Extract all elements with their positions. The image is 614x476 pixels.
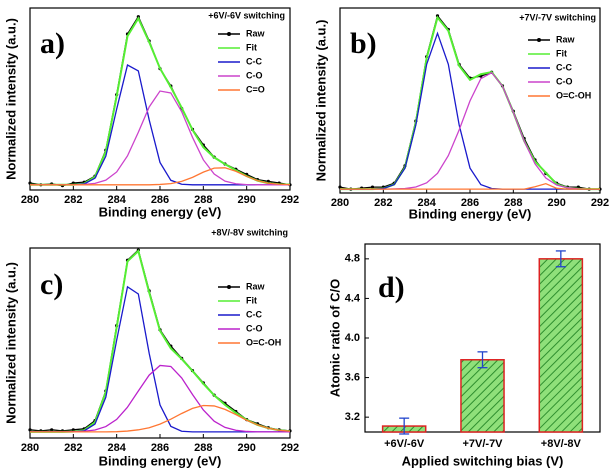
x-tick-label: 286 (151, 442, 169, 454)
y-axis-title: Normalized intensity (a.u.) (313, 20, 328, 182)
bar (460, 359, 505, 433)
y-tick-label: 4.0 (345, 332, 360, 344)
error-bar (399, 417, 410, 435)
x-axis-title: Binding energy (eV) (99, 453, 222, 468)
legend-label: C-C (246, 309, 262, 319)
series-line (30, 64, 290, 186)
legend-marker (227, 285, 231, 289)
legend-label: C-O (246, 70, 263, 80)
series-line (30, 404, 291, 433)
panel-label: d) (378, 271, 405, 304)
x-tick-label: 280 (21, 442, 39, 454)
legend-label: Fit (556, 48, 567, 58)
legend-label: Raw (246, 28, 266, 38)
legend-label: Raw (246, 281, 266, 291)
x-tick-label: 288 (504, 197, 522, 209)
x-tick-label: 284 (107, 442, 126, 454)
x-tick-label: 288 (194, 194, 212, 206)
x-tick-label: 282 (64, 442, 82, 454)
legend-label: C-C (246, 56, 262, 66)
legend-marker (227, 32, 231, 36)
raw-point (338, 185, 342, 189)
y-axis-title: Normalized intensity (a.u.) (3, 262, 18, 424)
legend-label: C-O (246, 323, 263, 333)
x-tick-label: 286 (461, 197, 479, 209)
annotation: +7V/-7V switching (519, 12, 596, 22)
raw-point (435, 14, 440, 18)
x-tick-label: 290 (237, 194, 255, 206)
x-tick-label: 292 (281, 442, 299, 454)
series-line (30, 167, 291, 186)
x-tick-label: 288 (194, 442, 212, 454)
x-tick-label: 290 (547, 197, 565, 209)
raw-point (50, 428, 54, 432)
x-tick-label: 290 (237, 442, 255, 454)
panel-label: a) (40, 27, 65, 60)
series-line (30, 90, 290, 186)
legend-label: O=C-OH (246, 337, 281, 347)
annotation: +8V/-8V switching (211, 227, 288, 237)
y-axis-title: Atomic ratio of C/O (327, 279, 342, 397)
annotation: +6V/-6V switching (208, 10, 285, 20)
error-bar (555, 250, 566, 268)
x-tick-label: 282 (374, 197, 392, 209)
x-tick-label: 292 (591, 197, 609, 209)
error-bar (477, 351, 488, 369)
legend-label: C-C (556, 62, 572, 72)
legend-label: O=C-OH (556, 90, 591, 100)
panel-label: b) (350, 27, 377, 60)
x-axis-title: Binding energy (eV) (99, 204, 222, 219)
x-axis-title: Applied switching bias (V) (402, 453, 564, 468)
legend-label: C=O (246, 84, 265, 94)
x-tick-label: 284 (417, 197, 436, 209)
y-tick-label: 4.8 (345, 253, 360, 265)
x-axis-title: Binding energy (eV) (409, 206, 532, 221)
raw-point (28, 428, 32, 432)
series-line (340, 182, 600, 190)
x-tick-label: 292 (281, 194, 299, 206)
x-tick-label: 284 (107, 194, 126, 206)
x-tick-label: 280 (331, 197, 349, 209)
x-tick-label: 286 (151, 194, 169, 206)
bar (538, 258, 584, 433)
x-tick-label: 282 (64, 194, 82, 206)
legend-label: Fit (246, 42, 257, 52)
legend-label: Raw (556, 34, 576, 44)
x-tick-label: +7V/-7V (462, 438, 503, 450)
x-tick-label: +8V/-8V (541, 438, 582, 450)
y-tick-label: 3.6 (345, 371, 360, 383)
legend-marker (537, 38, 541, 42)
x-tick-label: 280 (21, 194, 39, 206)
y-tick-label: 3.2 (345, 411, 360, 423)
legend-label: Fit (246, 295, 257, 305)
y-axis-title: Normalized intensity (a.u.) (3, 18, 18, 180)
y-tick-label: 4.4 (345, 292, 361, 304)
x-tick-label: +6V/-6V (384, 438, 425, 450)
legend-label: C-O (556, 76, 573, 86)
panel-label: c) (40, 268, 63, 301)
raw-point (370, 185, 375, 189)
